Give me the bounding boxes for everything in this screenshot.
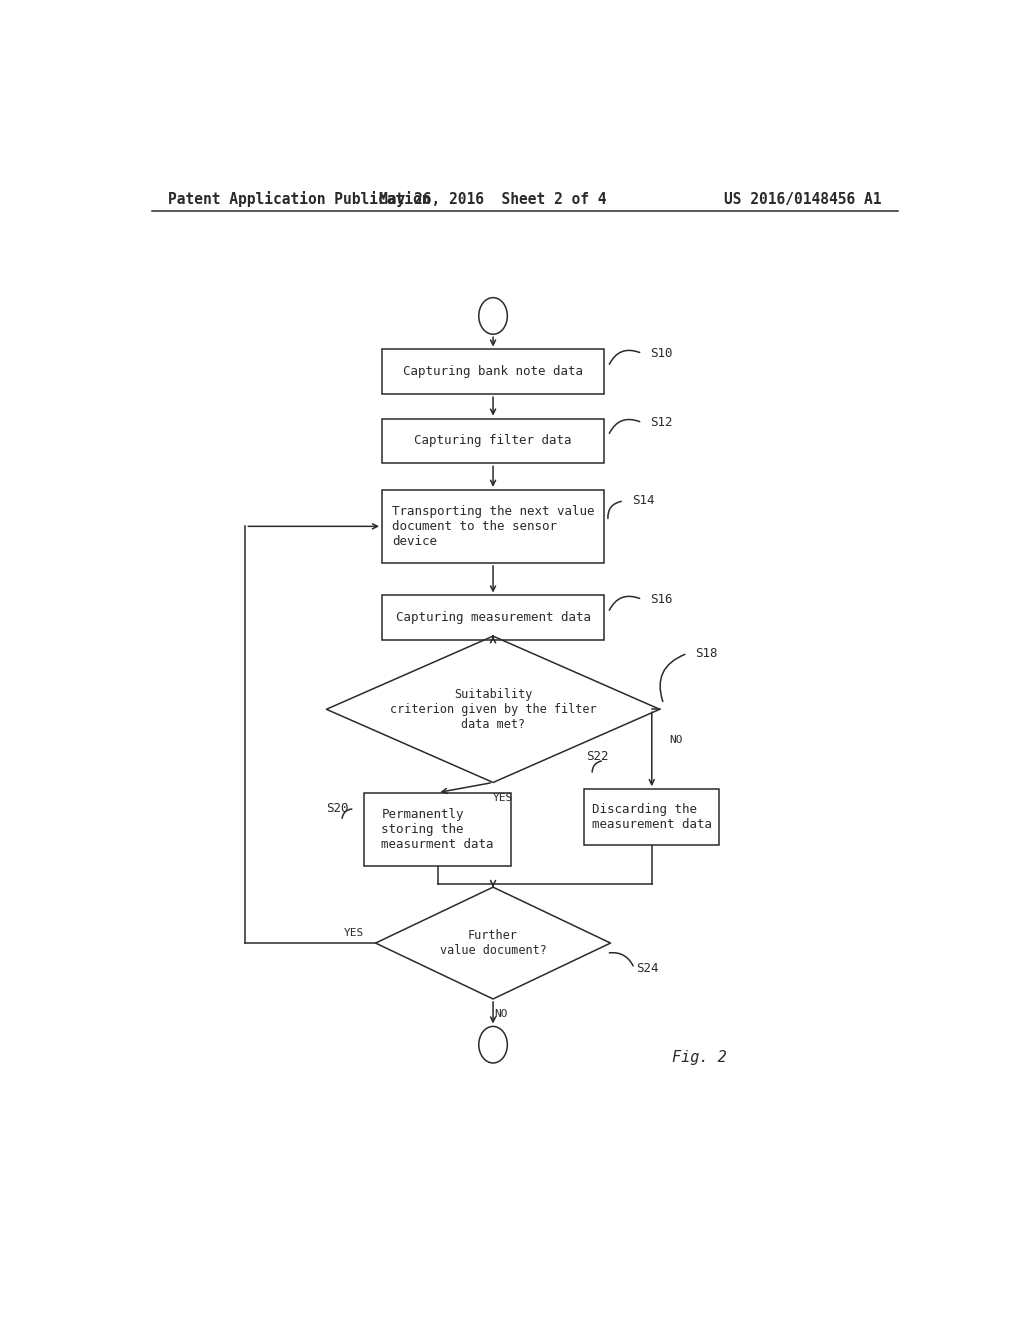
Text: US 2016/0148456 A1: US 2016/0148456 A1 — [724, 191, 882, 206]
Text: NO: NO — [495, 1008, 508, 1019]
Text: May 26, 2016  Sheet 2 of 4: May 26, 2016 Sheet 2 of 4 — [379, 191, 607, 206]
Text: Discarding the
measurement data: Discarding the measurement data — [592, 803, 712, 832]
Text: S16: S16 — [650, 593, 673, 606]
Text: S10: S10 — [650, 347, 673, 360]
Text: YES: YES — [343, 928, 364, 939]
Text: S12: S12 — [650, 416, 673, 429]
Text: S24: S24 — [636, 962, 658, 975]
FancyBboxPatch shape — [382, 490, 604, 562]
FancyBboxPatch shape — [382, 595, 604, 640]
Text: Transporting the next value
document to the sensor
device: Transporting the next value document to … — [392, 504, 594, 548]
Text: S20: S20 — [326, 803, 348, 816]
FancyBboxPatch shape — [365, 792, 511, 866]
FancyBboxPatch shape — [382, 350, 604, 395]
Text: Permanently
storing the
measurment data: Permanently storing the measurment data — [381, 808, 494, 850]
Text: Further
value document?: Further value document? — [439, 929, 547, 957]
Text: S22: S22 — [586, 750, 608, 763]
Text: Capturing measurement data: Capturing measurement data — [395, 611, 591, 624]
Text: YES: YES — [493, 792, 513, 803]
Text: Capturing bank note data: Capturing bank note data — [403, 366, 583, 379]
Text: S14: S14 — [632, 495, 654, 507]
Text: S18: S18 — [695, 647, 718, 660]
Text: Fig. 2: Fig. 2 — [672, 1051, 727, 1065]
Text: Capturing filter data: Capturing filter data — [415, 434, 571, 447]
Text: Patent Application Publication: Patent Application Publication — [168, 191, 430, 207]
FancyBboxPatch shape — [382, 418, 604, 463]
Text: NO: NO — [670, 735, 683, 744]
FancyBboxPatch shape — [585, 789, 719, 845]
Text: Suitability
criterion given by the filter
data met?: Suitability criterion given by the filte… — [390, 688, 596, 731]
